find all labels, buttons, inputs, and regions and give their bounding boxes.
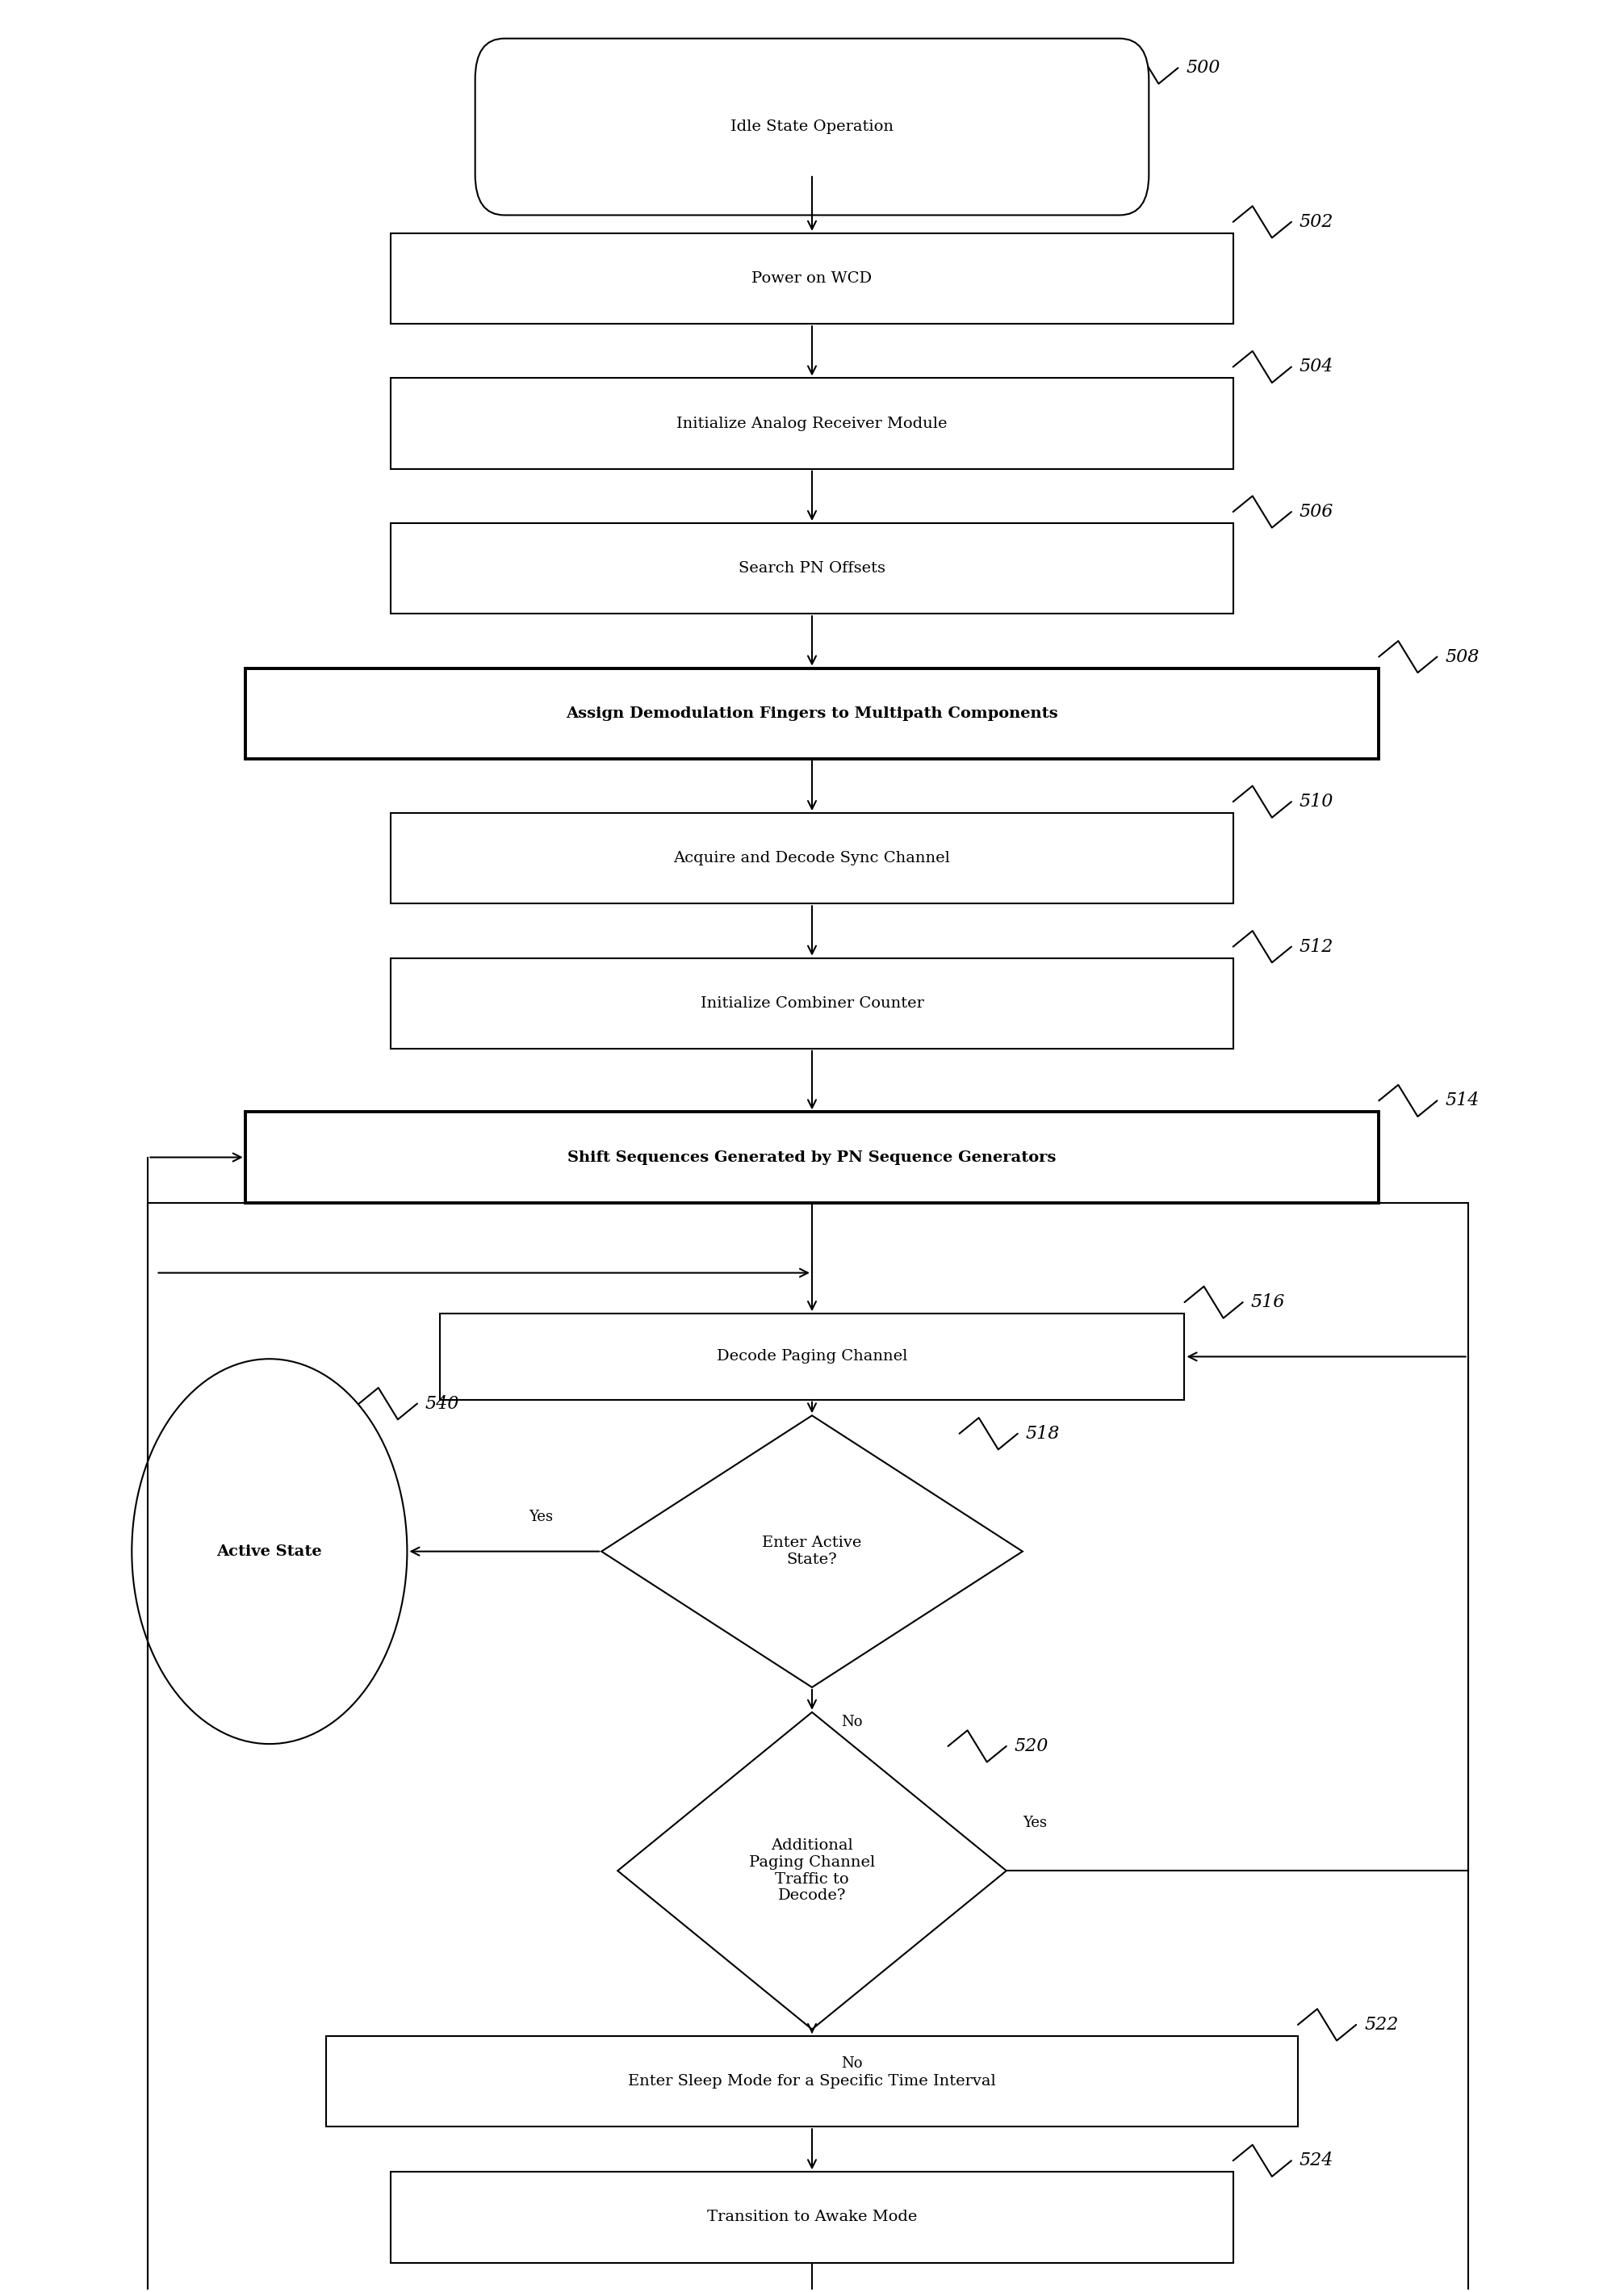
Text: Yes: Yes [529, 1510, 552, 1524]
Text: Initialize Analog Receiver Module: Initialize Analog Receiver Module [677, 417, 947, 431]
Text: 514: 514 [1445, 1091, 1479, 1109]
Text: Active State: Active State [216, 1545, 322, 1559]
Text: 510: 510 [1299, 793, 1333, 811]
Text: 516: 516 [1250, 1293, 1285, 1311]
Polygon shape [601, 1416, 1023, 1687]
Text: Search PN Offsets: Search PN Offsets [739, 562, 885, 575]
Text: 520: 520 [1015, 1737, 1049, 1756]
Text: Shift Sequences Generated by PN Sequence Generators: Shift Sequences Generated by PN Sequence… [568, 1151, 1056, 1164]
Text: Yes: Yes [1023, 1815, 1047, 1829]
Text: 500: 500 [1186, 60, 1220, 78]
FancyBboxPatch shape [245, 1112, 1379, 1203]
Text: 522: 522 [1364, 2017, 1398, 2033]
Text: Power on WCD: Power on WCD [752, 270, 872, 286]
Text: Decode Paging Channel: Decode Paging Channel [716, 1350, 908, 1364]
Text: Initialize Combiner Counter: Initialize Combiner Counter [700, 997, 924, 1011]
Text: Enter Active
State?: Enter Active State? [762, 1536, 862, 1568]
FancyBboxPatch shape [326, 2035, 1298, 2127]
Text: 524: 524 [1299, 2152, 1333, 2171]
FancyBboxPatch shape [440, 1313, 1184, 1400]
Text: Transition to Awake Mode: Transition to Awake Mode [706, 2209, 918, 2226]
Text: 508: 508 [1445, 649, 1479, 665]
Text: Acquire and Decode Sync Channel: Acquire and Decode Sync Channel [674, 850, 950, 866]
FancyBboxPatch shape [391, 958, 1233, 1050]
FancyBboxPatch shape [391, 2173, 1233, 2262]
Text: 518: 518 [1026, 1426, 1060, 1442]
Text: 506: 506 [1299, 502, 1333, 520]
FancyBboxPatch shape [476, 39, 1148, 215]
FancyBboxPatch shape [391, 523, 1233, 614]
FancyBboxPatch shape [391, 378, 1233, 470]
FancyBboxPatch shape [391, 814, 1233, 903]
Polygon shape [617, 1712, 1007, 2028]
Text: Enter Sleep Mode for a Specific Time Interval: Enter Sleep Mode for a Specific Time Int… [628, 2074, 996, 2088]
Text: Assign Demodulation Fingers to Multipath Components: Assign Demodulation Fingers to Multipath… [567, 706, 1057, 720]
Text: No: No [841, 1714, 862, 1728]
FancyBboxPatch shape [245, 667, 1379, 759]
Text: Additional
Paging Channel
Traffic to
Decode?: Additional Paging Channel Traffic to Dec… [749, 1838, 875, 1902]
Text: 502: 502 [1299, 213, 1333, 231]
FancyBboxPatch shape [391, 234, 1233, 323]
Text: 512: 512 [1299, 937, 1333, 956]
Text: No: No [841, 2056, 862, 2072]
Text: 504: 504 [1299, 358, 1333, 376]
Text: Idle State Operation: Idle State Operation [731, 119, 893, 133]
Circle shape [132, 1359, 408, 1744]
Text: 540: 540 [425, 1396, 460, 1412]
